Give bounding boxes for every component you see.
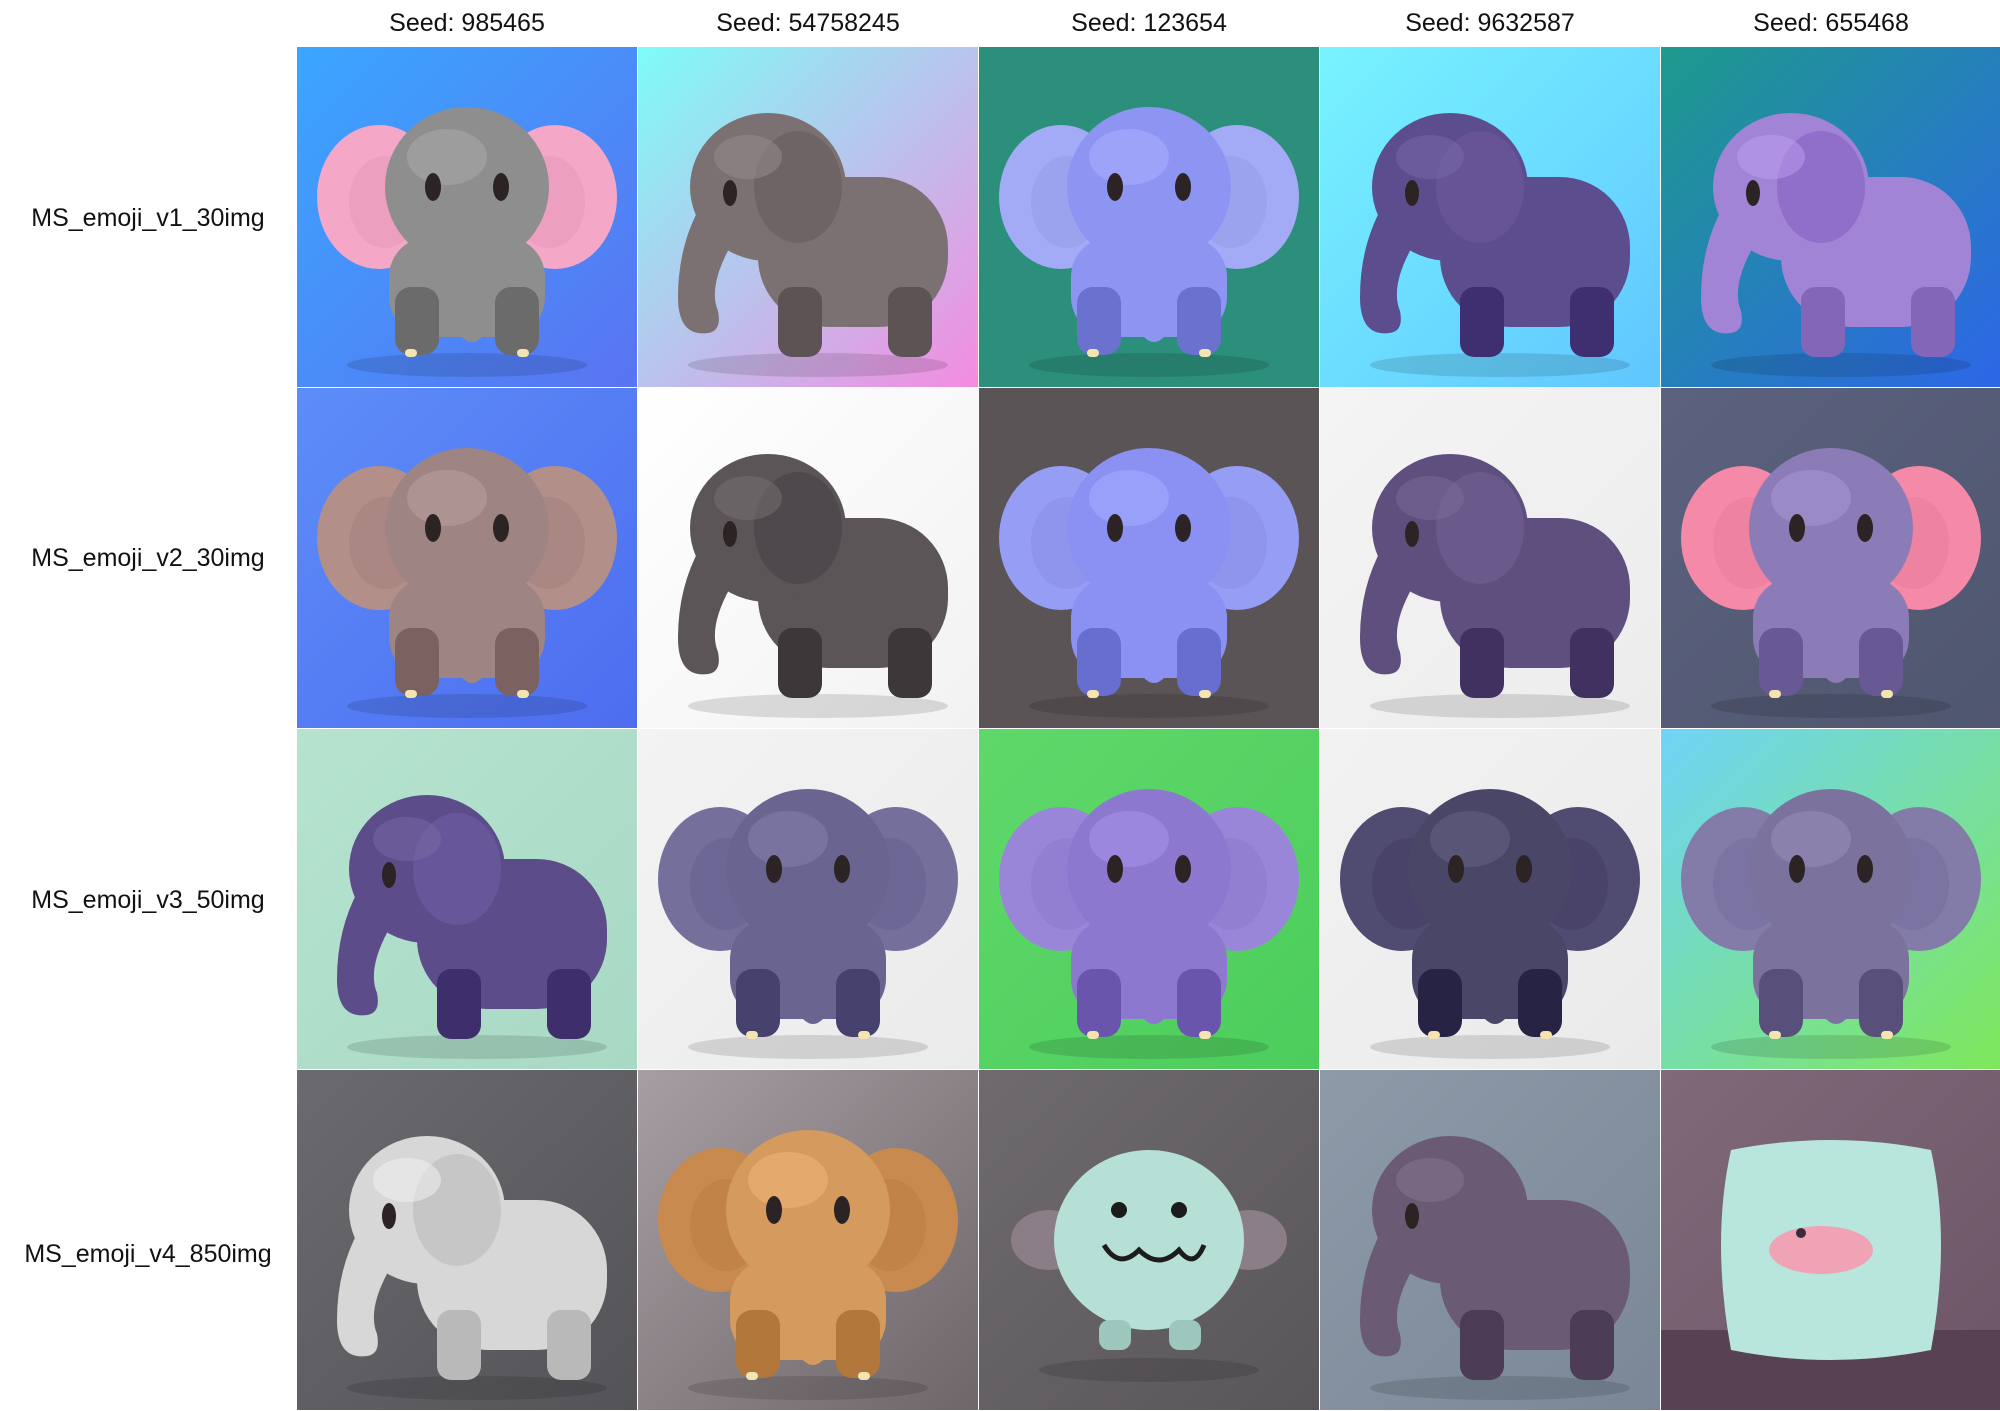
generated-image-r4-c4 (1320, 1070, 1660, 1410)
row-label-v3: MS_emoji_v3_50img (31, 885, 265, 914)
pillow-illustration (1661, 1070, 2000, 1410)
generated-image-r1-c4 (1320, 47, 1660, 387)
generated-image-r1-c1 (297, 47, 637, 387)
elephant-illustration (979, 388, 1319, 728)
row-label-v2: MS_emoji_v2_30img (31, 543, 265, 572)
creature-illustration (979, 1070, 1319, 1410)
generated-image-r3-c1 (297, 729, 637, 1069)
seed-header-3: Seed: 123654 (1071, 8, 1227, 37)
elephant-illustration (297, 47, 637, 387)
elephant-illustration (638, 1070, 978, 1410)
elephant-illustration (1320, 1070, 1660, 1410)
elephant-illustration (979, 47, 1319, 387)
generated-image-r4-c5 (1661, 1070, 2000, 1410)
generated-image-r3-c2 (638, 729, 978, 1069)
generated-image-r2-c5 (1661, 388, 2000, 728)
elephant-illustration (638, 388, 978, 728)
elephant-illustration (1320, 729, 1660, 1069)
seed-header-1: Seed: 985465 (389, 8, 545, 37)
generated-image-r3-c4 (1320, 729, 1660, 1069)
generated-image-r4-c3 (979, 1070, 1319, 1410)
seed-header-2: Seed: 54758245 (716, 8, 900, 37)
elephant-illustration (1661, 47, 2000, 387)
seed-header-4: Seed: 9632587 (1405, 8, 1575, 37)
elephant-illustration (638, 47, 978, 387)
generated-image-r4-c1 (297, 1070, 637, 1410)
elephant-illustration (979, 729, 1319, 1069)
generated-image-r4-c2 (638, 1070, 978, 1410)
elephant-illustration (297, 388, 637, 728)
row-label-v1: MS_emoji_v1_30img (31, 203, 265, 232)
generated-image-r1-c3 (979, 47, 1319, 387)
generated-image-r1-c2 (638, 47, 978, 387)
elephant-illustration (297, 729, 637, 1069)
elephant-illustration (297, 1070, 637, 1410)
generated-image-r2-c2 (638, 388, 978, 728)
elephant-illustration (1661, 388, 2000, 728)
elephant-illustration (638, 729, 978, 1069)
generated-image-r3-c3 (979, 729, 1319, 1069)
elephant-illustration (1320, 47, 1660, 387)
generated-image-r3-c5 (1661, 729, 2000, 1069)
generated-image-r1-c5 (1661, 47, 2000, 387)
generated-image-r2-c3 (979, 388, 1319, 728)
generated-image-r2-c4 (1320, 388, 1660, 728)
generated-image-r2-c1 (297, 388, 637, 728)
seed-header-5: Seed: 655468 (1753, 8, 1909, 37)
elephant-illustration (1661, 729, 2000, 1069)
row-label-v4: MS_emoji_v4_850img (24, 1239, 272, 1268)
elephant-illustration (1320, 388, 1660, 728)
